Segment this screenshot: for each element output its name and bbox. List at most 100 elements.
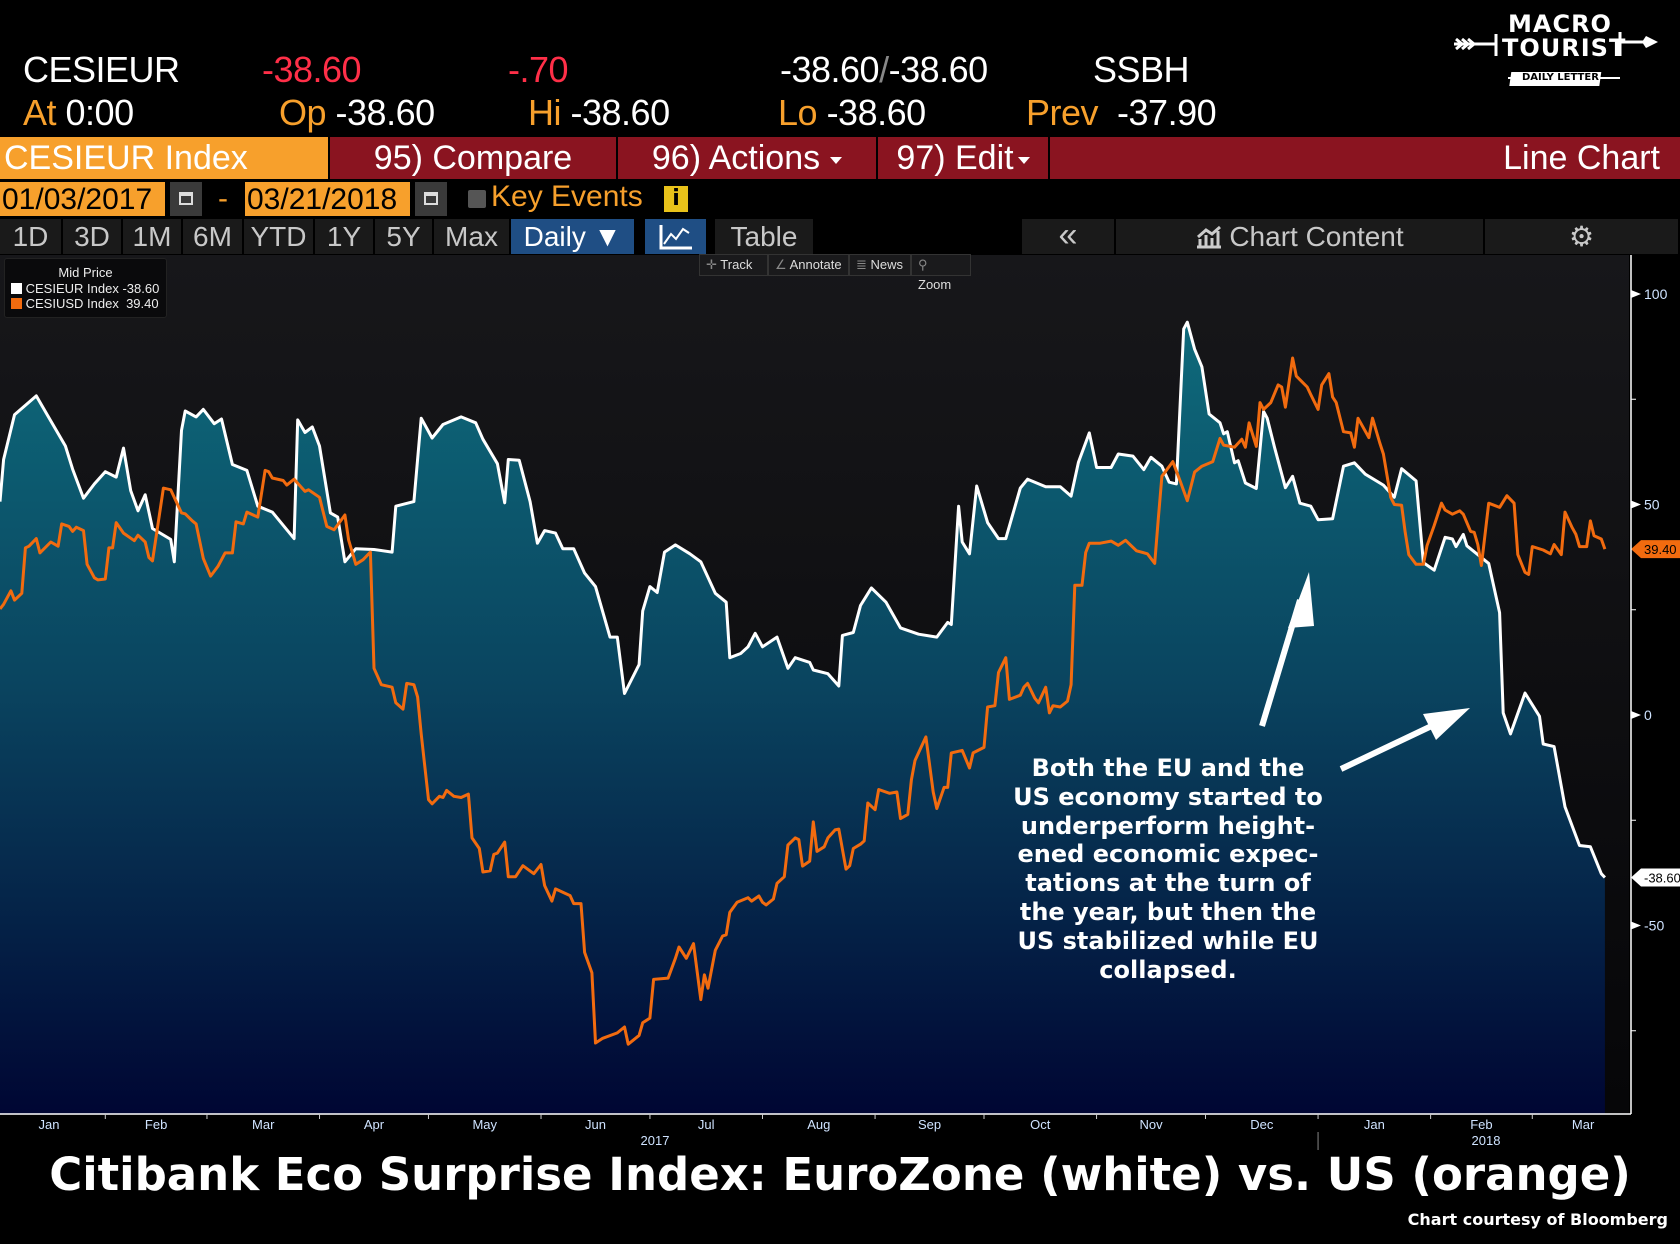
info-icon[interactable]: i [664,186,688,212]
legend-item-cesieur[interactable]: CESIEUR Index -38.60 [11,281,166,296]
chart-content-button[interactable]: Chart Content [1116,219,1485,254]
annotation-line: US economy started to [1013,782,1323,811]
legend-name: CESIUSD Index [25,296,119,311]
frequency-dropdown[interactable]: Daily ▼ [511,219,636,254]
series-line-cesieur [0,320,1606,879]
annotation-line: US stabilized while EU [1017,926,1319,955]
actions-label: 96) Actions [651,139,821,177]
x-tick-label: Nov [1139,1117,1163,1132]
y-tick-label: 100 [1644,286,1668,302]
high-label: Hi [528,92,562,133]
legend-item-cesiusd[interactable]: CESIUSD Index 39.40 [11,296,166,311]
legend-value: 39.40 [126,296,159,311]
compare-button[interactable]: 95) Compare [330,137,618,179]
series-area-fill [0,322,1605,1114]
bid-ask: -38.60/-38.60 [780,50,988,90]
dropdown-caret-icon [1017,156,1030,164]
chart-credit: Chart courtesy of Bloomberg [1407,1210,1668,1229]
annotation-arrows [1259,572,1470,772]
annotate-label: Annotate [789,257,842,272]
range-3d[interactable]: 3D [63,219,123,254]
x-tick-label: Dec [1250,1117,1274,1132]
y-tick-label: 0 [1644,707,1652,723]
net-change: -.70 [508,49,569,90]
settings-button[interactable]: ⚙ [1485,219,1680,254]
legend-title: Mid Price [58,265,113,280]
actions-menu[interactable]: 96) Actions [618,137,878,179]
range-ytd[interactable]: YTD [244,219,315,254]
line-chart-toggle[interactable] [645,219,708,254]
x-tick-label: Feb [145,1117,167,1132]
date-separator: - [218,182,228,215]
gear-icon: ⚙ [1568,221,1595,252]
range-1y[interactable]: 1Y [315,219,375,254]
chart-content-icon [1197,225,1222,249]
series-line-cesiusd [0,356,1607,1046]
x-tick-label: Jul [698,1117,715,1132]
y-tick-mark [1631,290,1641,298]
key-events-label: Key Events [491,180,643,213]
x-tick-label: Jun [585,1117,606,1132]
y-tick-mark [1631,500,1641,509]
track-label: Track [720,257,753,272]
annotation-text: Both the EU and the US economy started t… [990,754,1346,984]
zoom-tool[interactable]: ⚲ Zoom [911,254,971,292]
prev-value: -37.90 [1117,92,1217,133]
x-tick-label: Oct [1030,1117,1051,1132]
last-value-tag [1631,540,1680,559]
x-tick-label: Mar [1572,1117,1595,1132]
x-tick-label: Jan [1364,1117,1385,1132]
bid-ask-separator: / [879,49,889,90]
end-date-input[interactable]: 03/21/2018 [245,182,410,216]
calendar-icon[interactable] [415,182,447,216]
high-value: -38.60 [570,92,671,133]
annotation-line: the year, but then the [1019,897,1317,926]
range-6m[interactable]: 6M [183,219,244,254]
calendar-icon[interactable] [170,182,202,216]
security-field[interactable]: CESIEUR Index [0,137,330,179]
annotation-line: ened economic expec- [1017,840,1319,869]
start-date-input[interactable]: 01/03/2017 [0,182,165,216]
news-tool[interactable]: ≣ News [849,254,911,276]
news-label: News [870,257,904,272]
logo-line-1: MACRO [1508,10,1612,38]
range-max[interactable]: Max [434,219,511,254]
x-tick-label: Feb [1470,1117,1492,1132]
line-chart-icon [659,225,692,250]
open-label: Op [279,92,327,133]
dropdown-caret-icon [830,156,843,164]
y-tick-label: 50 [1644,497,1660,513]
zoom-label: Zoom [918,277,952,292]
edit-menu[interactable]: 97) Edit [878,137,1050,179]
x-tick-label: Apr [364,1117,385,1132]
track-tool[interactable]: ✛ Track [699,254,768,276]
key-events-checkbox[interactable] [468,190,486,208]
macro-tourist-logo: MACRO TOURIST DAILY LETTER [1450,10,1675,88]
y-tick-mark [1631,711,1641,719]
low-field: Lo -38.60 [778,93,926,133]
range-5y[interactable]: 5Y [375,219,434,254]
legend-swatch [11,298,22,309]
year-label: 2018 [1472,1133,1501,1148]
legend-name: CESIEUR Index [25,281,119,296]
table-button[interactable]: Table [715,219,815,254]
y-tick-mark [1631,921,1641,930]
x-tick-label: Mar [252,1117,275,1132]
arrow-right-head [1423,708,1470,740]
price-source: SSBH [1093,49,1190,90]
open-field: Op -38.60 [279,93,435,133]
annotate-tool[interactable]: ∠ Annotate [768,254,849,276]
range-1d[interactable]: 1D [0,219,63,254]
bid-value: -38.60 [780,49,880,90]
view-title: Line Chart [1503,139,1660,177]
prev-label: Prev [1026,92,1099,133]
range-1m[interactable]: 1M [123,219,183,254]
arrow-up-head [1288,572,1314,628]
annotation-line: collapsed. [1099,955,1237,984]
at-value: 0:00 [65,92,135,133]
annotation-line: Both the EU and the [1031,754,1305,782]
last-value-tag [1631,868,1680,887]
logo-arrows [1454,32,1658,86]
collapse-button[interactable]: « [1022,218,1116,254]
